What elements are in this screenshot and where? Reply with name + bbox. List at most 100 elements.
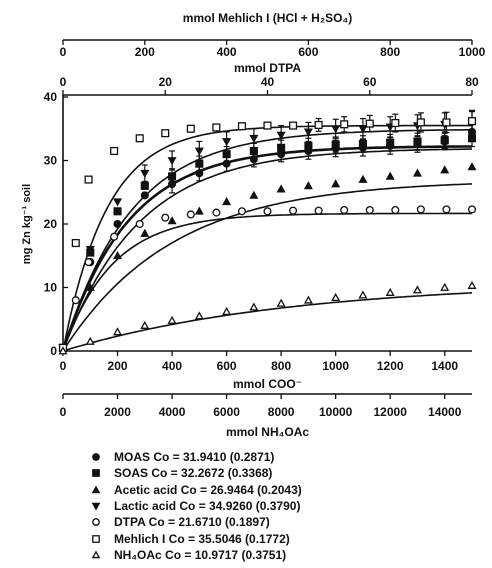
- legend-entry-moas: MOAS Co = 31.9410 (0.2871): [84, 449, 484, 465]
- point-soas: [140, 181, 149, 190]
- top-axis-dtpa-tick-label: 20: [159, 75, 173, 89]
- fit-curve-soas: [61, 145, 472, 352]
- point-acetic-acid: [276, 184, 286, 193]
- legend-marker-soas: [92, 469, 100, 478]
- top-axis-dtpa-tick-label: 40: [261, 75, 275, 89]
- legend-entry-soas: SOAS Co = 32.2672 (0.3368): [84, 465, 484, 481]
- point-dtpa: [416, 205, 425, 214]
- point-lactic-acid: [249, 134, 259, 144]
- point-dtpa: [442, 205, 451, 214]
- legend-entry-mehlich-i: Mehlich I Co = 35.5046 (0.1772): [84, 530, 484, 546]
- y-axis-tick-label: 40: [44, 90, 58, 104]
- point-nh4oac: [303, 295, 313, 304]
- point-mehlich-i: [340, 120, 349, 129]
- point-mehlich-i: [212, 123, 221, 132]
- x-axis-coo-tick-label: 1200: [377, 359, 404, 373]
- point-lactic-acid: [303, 128, 313, 137]
- point-mehlich-i: [416, 118, 425, 127]
- point-dtpa: [71, 296, 80, 305]
- legend-marker-shape-soas: [92, 469, 100, 478]
- legend-marker-dtpa: [92, 518, 100, 527]
- fit-curve-nh4oac: [62, 292, 473, 352]
- point-acetic-acid: [222, 197, 232, 206]
- point-nh4oac: [440, 282, 450, 291]
- top-axis-mehlich-title: mmol Mehlich I (HCl + H₂SO₄): [183, 11, 352, 25]
- legend-entry-lactic-acid: Lactic acid Co = 34.9260 (0.3790): [84, 498, 484, 514]
- point-nh4oac: [331, 292, 341, 302]
- legend-marker-shape-acetic-acid: [91, 485, 101, 493]
- point-acetic-acid: [303, 181, 313, 190]
- point-nh4oac: [385, 287, 395, 296]
- point-acetic-acid: [113, 251, 123, 260]
- legend-entry-dtpa: DTPA Co = 21.6710 (0.1897): [84, 514, 484, 530]
- point-acetic-acid: [440, 165, 450, 174]
- point-soas: [222, 150, 231, 159]
- point-lactic-acid: [85, 246, 95, 255]
- point-dtpa: [391, 205, 400, 215]
- bottom-axis-nh4oac-tick-label: 0: [60, 405, 67, 419]
- x-axis-coo-tick-label: 600: [217, 359, 237, 373]
- legend-marker-shape-mehlich-i: [92, 534, 100, 543]
- point-lactic-acid: [276, 131, 286, 140]
- y-axis-tick-label: 10: [44, 281, 58, 295]
- point-mehlich-i: [314, 120, 323, 129]
- x-axis-coo-tick-label: 1400: [431, 359, 458, 373]
- top-axis-dtpa-tick-label: 60: [363, 75, 377, 89]
- point-soas: [113, 207, 122, 216]
- legend-label-moas: MOAS Co = 31.9410 (0.2871): [114, 450, 275, 465]
- legend-label-acetic-acid: Acetic acid Co = 26.9464 (0.2043): [114, 482, 302, 497]
- point-moas: [113, 219, 122, 229]
- x-axis-coo-tick-label: 400: [162, 359, 182, 373]
- point-acetic-acid: [140, 228, 150, 237]
- point-lactic-acid: [194, 147, 204, 156]
- x-axis-coo-tick-label: 200: [108, 359, 128, 373]
- point-soas: [467, 134, 477, 143]
- point-mehlich-i: [110, 146, 119, 156]
- point-dtpa: [186, 210, 195, 219]
- chart-plot-area: [58, 109, 477, 355]
- point-nh4oac: [467, 280, 477, 289]
- point-mehlich-i: [161, 129, 170, 138]
- point-lactic-acid: [222, 138, 232, 147]
- point-acetic-acid: [167, 216, 177, 225]
- point-acetic-acid: [358, 174, 368, 183]
- point-dtpa: [84, 258, 93, 267]
- point-nh4oac: [113, 327, 123, 336]
- point-dtpa: [467, 205, 477, 214]
- point-acetic-acid: [412, 168, 422, 177]
- legend-entry-acetic-acid: Acetic acid Co = 26.9464 (0.2043): [84, 482, 484, 498]
- point-dtpa: [135, 219, 144, 229]
- point-nh4oac: [249, 302, 259, 311]
- legend-marker-shape-moas: [92, 453, 100, 461]
- point-mehlich-i: [71, 238, 80, 248]
- point-dtpa: [340, 205, 349, 215]
- point-nh4oac: [276, 298, 286, 307]
- point-mehlich-i: [237, 122, 246, 131]
- point-acetic-acid: [85, 282, 95, 291]
- legend-marker-lactic-acid: [91, 502, 101, 511]
- top-axis-dtpa-tick-label: 0: [60, 75, 67, 89]
- point-mehlich-i: [467, 117, 477, 126]
- point-acetic-acid: [331, 179, 341, 188]
- point-dtpa: [263, 207, 272, 216]
- point-mehlich-i: [442, 118, 451, 127]
- fit-curve-dtpa: [62, 212, 472, 352]
- point-dtpa: [365, 205, 374, 215]
- point-nh4oac: [167, 315, 177, 324]
- top-axis-mehlich-tick-label: 600: [298, 45, 318, 59]
- point-lactic-acid: [113, 198, 123, 207]
- point-acetic-acid: [467, 162, 477, 171]
- top-axis-mehlich-tick-label: 800: [380, 45, 400, 59]
- legend-marker-nh4oac: [91, 550, 101, 559]
- point-lactic-acid: [358, 125, 368, 134]
- legend-label-soas: SOAS Co = 32.2672 (0.3368): [114, 466, 273, 481]
- top-axis-dtpa-tick-label: 80: [465, 75, 479, 89]
- legend-label-dtpa: DTPA Co = 21.6710 (0.1897): [114, 515, 270, 530]
- point-soas: [440, 136, 449, 145]
- point-acetic-acid: [385, 171, 395, 180]
- point-acetic-acid: [194, 206, 204, 215]
- legend-label-mehlich-i: Mehlich I Co = 35.5046 (0.1772): [114, 531, 290, 546]
- point-mehlich-i: [186, 124, 195, 133]
